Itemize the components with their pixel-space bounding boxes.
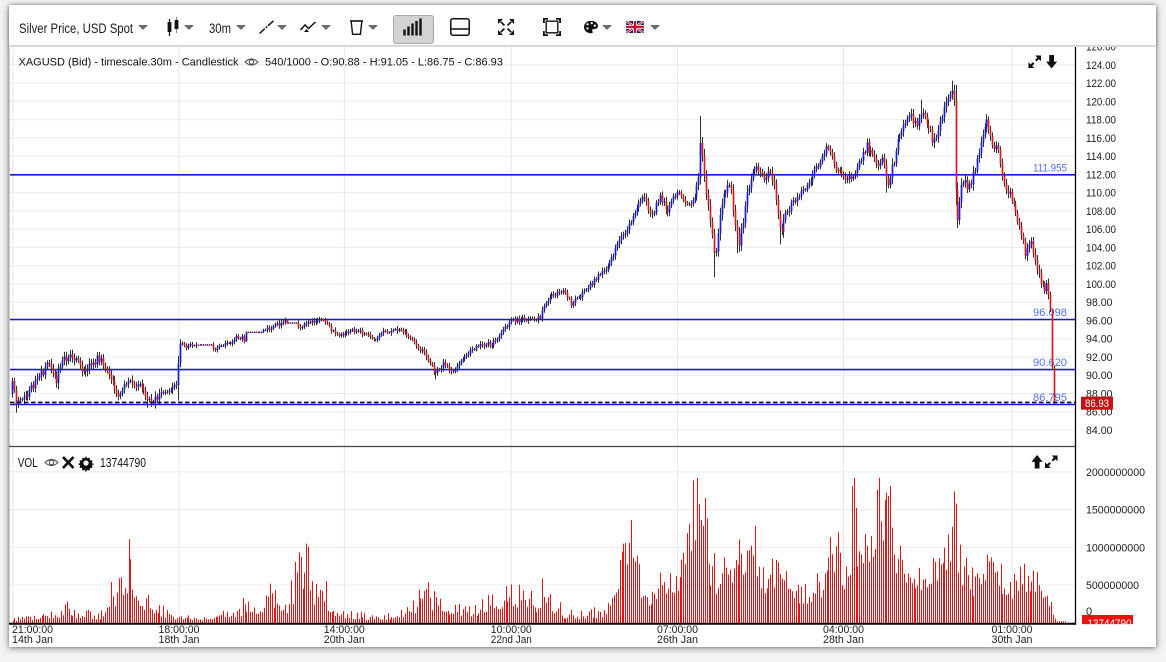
svg-text:13744790: 13744790 [1088,618,1132,630]
svg-text:26th Jan: 26th Jan [657,634,698,646]
svg-text:01:00:00: 01:00:00 [992,624,1033,636]
svg-text:14:00:00: 14:00:00 [324,624,365,636]
svg-text:1000000000: 1000000000 [1086,542,1145,554]
svg-text:122.00: 122.00 [1086,78,1116,90]
svg-text:VOL: VOL [18,456,38,470]
svg-text:118.00: 118.00 [1086,115,1116,127]
svg-text:90.00: 90.00 [1086,370,1113,382]
svg-text:102.00: 102.00 [1086,261,1116,273]
svg-text:14th Jan: 14th Jan [12,634,53,646]
svg-text:108.00: 108.00 [1086,206,1116,218]
svg-text:21:00:00: 21:00:00 [12,624,53,636]
svg-text:500000000: 500000000 [1086,580,1139,592]
svg-text:18th Jan: 18th Jan [159,634,200,646]
svg-text:100.00: 100.00 [1086,279,1116,291]
svg-text:86.795: 86.795 [1033,392,1067,404]
svg-text:30th Jan: 30th Jan [992,634,1033,646]
svg-text:120.00: 120.00 [1086,96,1116,108]
svg-text:106.00: 106.00 [1086,224,1116,236]
svg-text:112.00: 112.00 [1086,169,1116,181]
svg-text:94.00: 94.00 [1086,334,1113,346]
svg-text:114.00: 114.00 [1086,151,1116,163]
svg-text:104.00: 104.00 [1086,242,1116,254]
svg-text:98.00: 98.00 [1086,297,1113,309]
svg-text:04:00:00: 04:00:00 [823,624,864,636]
svg-text:XAGUSD (Bid) - timescale.30m -: XAGUSD (Bid) - timescale.30m - Candlesti… [19,57,240,69]
svg-text:111.955: 111.955 [1033,162,1067,174]
svg-text:86.93: 86.93 [1085,398,1109,410]
svg-text:96.098: 96.098 [1033,307,1067,319]
svg-text:540/1000 - O:90.88 - H:91.05 -: 540/1000 - O:90.88 - H:91.05 - L:86.75 -… [265,57,503,69]
svg-text:20th Jan: 20th Jan [324,634,365,646]
svg-text:10:00:00: 10:00:00 [491,624,532,636]
svg-text:13744790: 13744790 [100,456,146,470]
svg-text:126.00: 126.00 [1086,47,1116,54]
svg-text:2000000000: 2000000000 [1086,467,1145,479]
svg-text:96.00: 96.00 [1086,315,1113,327]
svg-text:22nd Jan: 22nd Jan [491,634,532,646]
svg-text:28th Jan: 28th Jan [823,634,864,646]
svg-text:90.620: 90.620 [1033,357,1067,369]
svg-text:1500000000: 1500000000 [1086,505,1145,517]
svg-text:92.00: 92.00 [1086,352,1113,364]
svg-text:84.00: 84.00 [1086,425,1113,437]
svg-text:18:00:00: 18:00:00 [159,624,200,636]
svg-text:116.00: 116.00 [1086,133,1116,145]
svg-text:07:00:00: 07:00:00 [657,624,698,636]
svg-text:0: 0 [1086,606,1092,618]
svg-text:124.00: 124.00 [1086,60,1116,72]
svg-text:110.00: 110.00 [1086,188,1116,200]
